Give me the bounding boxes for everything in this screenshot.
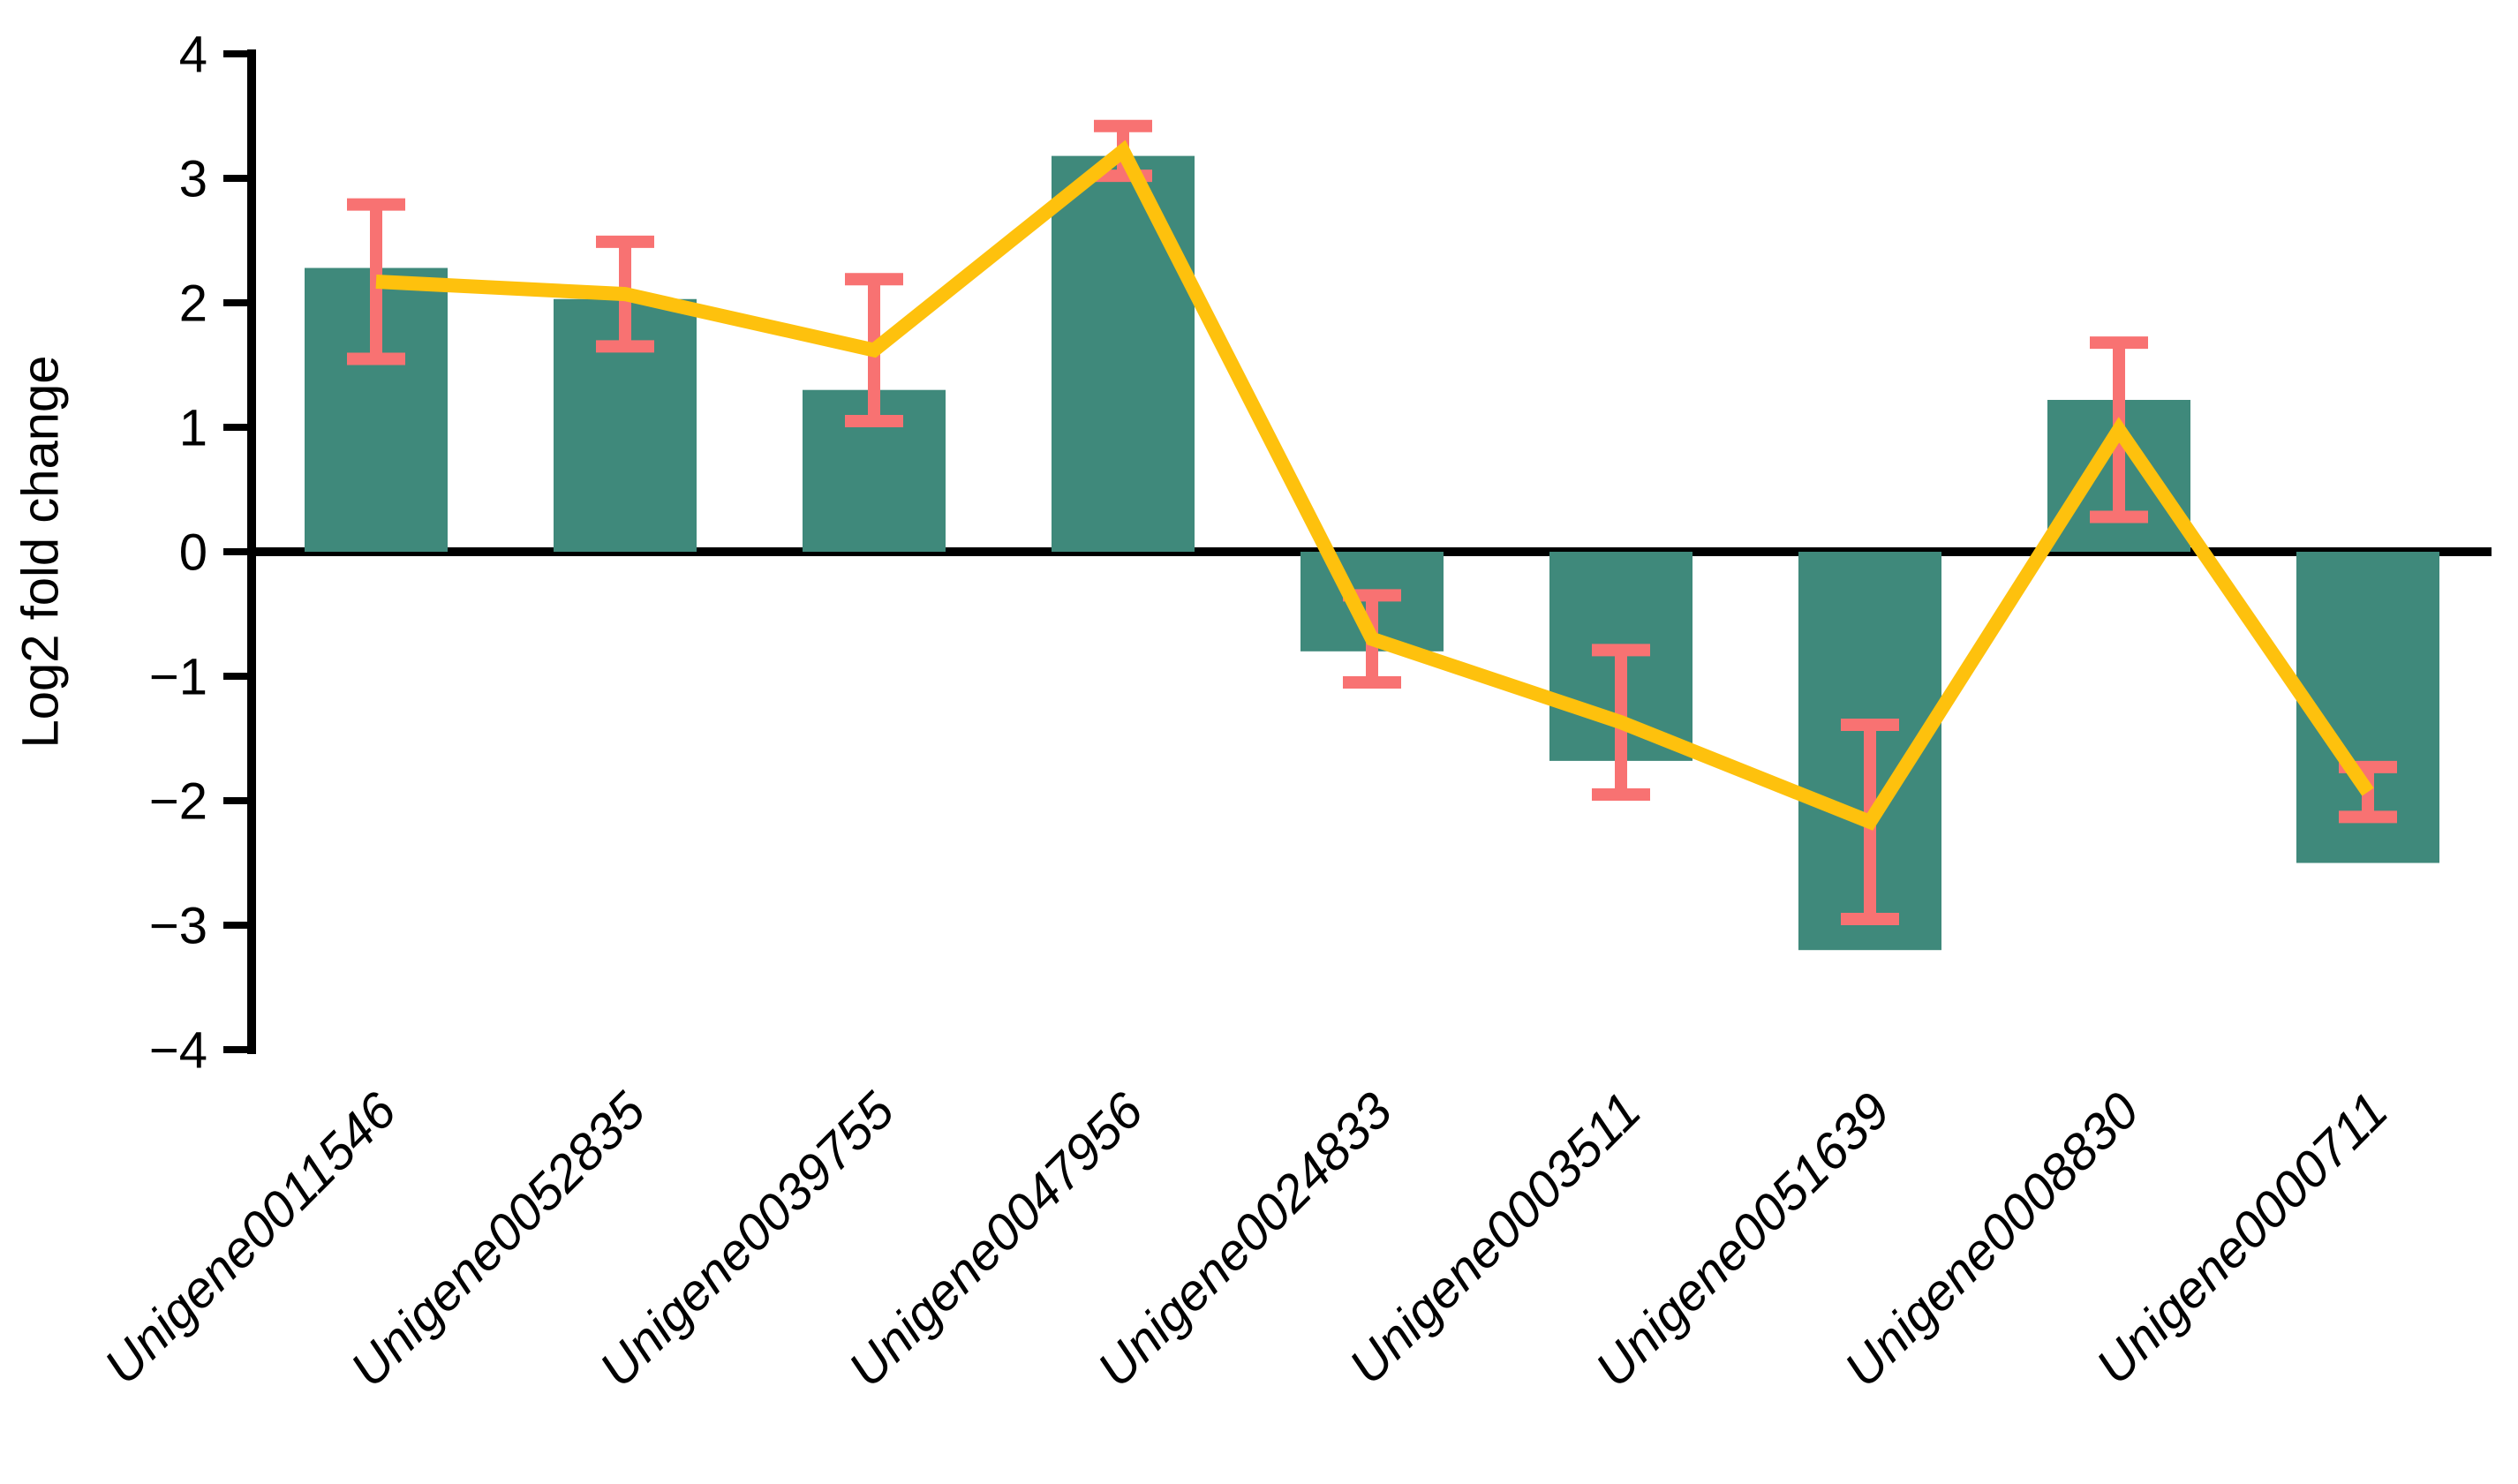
y-axis-tick-label: −4 — [149, 1021, 207, 1079]
y-axis-tick-label: 4 — [179, 26, 207, 83]
y-axis-tick-label: 1 — [179, 399, 207, 456]
y-axis-tick-label: 2 — [179, 275, 207, 332]
y-axis-tick-label: −2 — [149, 772, 207, 830]
bar-Unigene0047956 — [1052, 155, 1195, 552]
qpcr-line — [375, 139, 2374, 831]
y-axis-tick-label: 3 — [179, 150, 207, 207]
y-axis-title: Log2 fold change — [11, 355, 70, 749]
y-axis-tick-label: 0 — [179, 524, 207, 581]
y-axis-tick-label: −1 — [149, 648, 207, 705]
y-axis-tick-label: −3 — [149, 897, 207, 954]
